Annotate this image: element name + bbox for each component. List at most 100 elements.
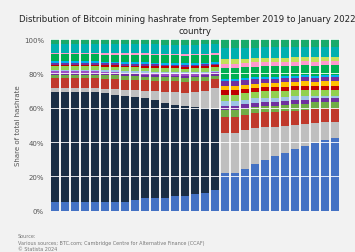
Bar xyxy=(311,123,319,144)
Bar xyxy=(161,76,169,78)
Bar xyxy=(71,70,79,72)
Bar xyxy=(251,78,259,80)
Bar xyxy=(221,107,229,111)
Bar xyxy=(331,96,339,98)
Bar xyxy=(301,58,309,62)
Bar xyxy=(191,107,199,195)
Bar xyxy=(281,87,289,91)
Bar xyxy=(291,77,299,79)
Bar xyxy=(291,101,299,105)
Bar xyxy=(121,40,129,45)
Bar xyxy=(301,110,309,124)
Bar xyxy=(191,45,199,54)
Bar xyxy=(71,53,79,55)
Bar xyxy=(151,198,159,211)
Bar xyxy=(211,80,219,89)
Bar xyxy=(151,63,159,65)
Bar xyxy=(131,98,139,200)
Bar xyxy=(251,93,259,99)
Bar xyxy=(91,75,99,79)
Bar xyxy=(271,157,279,211)
Bar xyxy=(91,65,99,67)
Bar xyxy=(251,99,259,103)
Bar xyxy=(241,94,249,101)
Bar xyxy=(231,60,239,64)
Bar xyxy=(231,49,239,60)
Bar xyxy=(91,70,99,72)
Bar xyxy=(271,88,279,92)
Bar xyxy=(241,64,249,68)
Bar xyxy=(221,91,229,96)
Bar xyxy=(91,74,99,75)
Bar xyxy=(251,63,259,67)
Bar xyxy=(151,92,159,101)
Bar xyxy=(281,62,289,67)
Bar xyxy=(271,84,279,88)
Bar xyxy=(321,90,329,96)
Bar xyxy=(331,40,339,48)
Bar xyxy=(71,64,79,65)
Bar xyxy=(251,107,259,114)
Bar xyxy=(261,128,269,161)
Bar xyxy=(131,200,139,211)
Bar xyxy=(301,82,309,86)
Bar xyxy=(111,202,119,211)
Bar xyxy=(71,74,79,75)
Bar xyxy=(331,62,339,66)
Bar xyxy=(221,49,229,60)
Bar xyxy=(271,92,279,98)
Bar xyxy=(261,98,269,103)
Bar xyxy=(211,45,219,54)
Bar xyxy=(231,133,239,173)
Bar xyxy=(161,54,169,56)
Bar xyxy=(141,198,149,211)
Bar xyxy=(81,62,89,64)
Bar xyxy=(111,80,119,90)
Bar xyxy=(261,40,269,48)
Bar xyxy=(101,80,109,90)
Bar xyxy=(311,109,319,123)
Bar xyxy=(221,60,229,64)
Bar xyxy=(121,91,129,96)
Bar xyxy=(191,74,199,76)
Bar xyxy=(201,63,209,65)
Bar xyxy=(101,55,109,62)
Bar xyxy=(191,82,199,93)
Bar xyxy=(321,140,329,211)
Bar xyxy=(301,62,309,66)
Bar xyxy=(161,93,169,104)
Bar xyxy=(191,93,199,107)
Bar xyxy=(101,71,109,73)
Bar xyxy=(231,102,239,107)
Bar xyxy=(311,83,319,87)
Bar xyxy=(201,67,209,69)
Bar xyxy=(311,97,319,99)
Bar xyxy=(121,75,129,77)
Bar xyxy=(61,75,69,79)
Bar xyxy=(171,40,179,45)
Bar xyxy=(71,40,79,45)
Bar xyxy=(131,91,139,98)
Bar xyxy=(91,64,99,65)
Bar xyxy=(321,102,329,108)
Bar xyxy=(51,64,59,65)
Bar xyxy=(191,64,199,65)
Bar xyxy=(291,125,299,150)
Bar xyxy=(201,78,209,81)
Bar xyxy=(71,202,79,211)
Bar xyxy=(261,92,269,98)
Bar xyxy=(151,40,159,45)
Bar xyxy=(181,56,189,64)
Bar xyxy=(281,67,289,77)
Bar xyxy=(281,58,289,62)
Bar xyxy=(311,144,319,211)
Bar xyxy=(111,62,119,64)
Bar xyxy=(121,45,129,54)
Bar xyxy=(261,107,269,113)
Bar xyxy=(81,45,89,53)
Bar xyxy=(281,98,289,102)
Bar xyxy=(71,92,79,202)
Bar xyxy=(171,76,179,78)
Bar xyxy=(121,66,129,68)
Bar xyxy=(261,48,269,59)
